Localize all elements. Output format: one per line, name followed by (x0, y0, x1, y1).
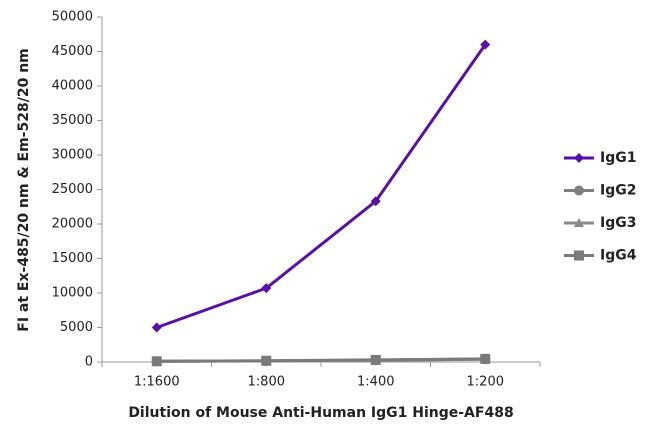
legend-label: IgG2 (600, 183, 636, 199)
data-point (261, 355, 272, 366)
data-point (480, 39, 491, 50)
legend-marker (574, 250, 584, 261)
legend-marker (574, 185, 584, 196)
legend-marker (574, 153, 584, 163)
y-tick-label: 50000 (52, 10, 93, 25)
y-tick-label: 0 (85, 355, 93, 370)
series-line (156, 43, 487, 329)
data-point (151, 322, 162, 333)
data-point (370, 196, 381, 207)
series-line (156, 357, 486, 363)
legend-label: IgG4 (600, 248, 637, 264)
y-tick-label: 35000 (52, 113, 93, 128)
y-tick-label: 10000 (52, 286, 93, 301)
data-point (261, 283, 272, 294)
legend-label: IgG1 (600, 150, 636, 166)
data-point (151, 356, 162, 367)
data-point (480, 353, 491, 364)
data-point (370, 354, 381, 365)
x-axis-title: Dilution of Mouse Anti-Human IgG1 Hinge-… (128, 405, 513, 421)
y-tick-label: 20000 (52, 217, 93, 232)
y-tick-label: 15000 (52, 251, 93, 266)
y-axis-title: FI at Ex-485/20 nm & Em-528/20 nm (16, 48, 32, 331)
x-tick-label: 1:400 (357, 375, 394, 390)
x-tick-label: 1:1600 (134, 375, 180, 390)
x-tick-label: 1:200 (467, 375, 504, 390)
y-tick-label: 40000 (52, 79, 93, 94)
y-tick-label: 25000 (52, 182, 93, 197)
x-tick-label: 1:800 (248, 375, 285, 390)
legend-label: IgG3 (600, 215, 636, 231)
y-tick-label: 5000 (60, 320, 93, 335)
y-tick-label: 45000 (52, 44, 93, 59)
y-tick-label: 30000 (52, 148, 93, 163)
legend-marker (574, 218, 584, 227)
